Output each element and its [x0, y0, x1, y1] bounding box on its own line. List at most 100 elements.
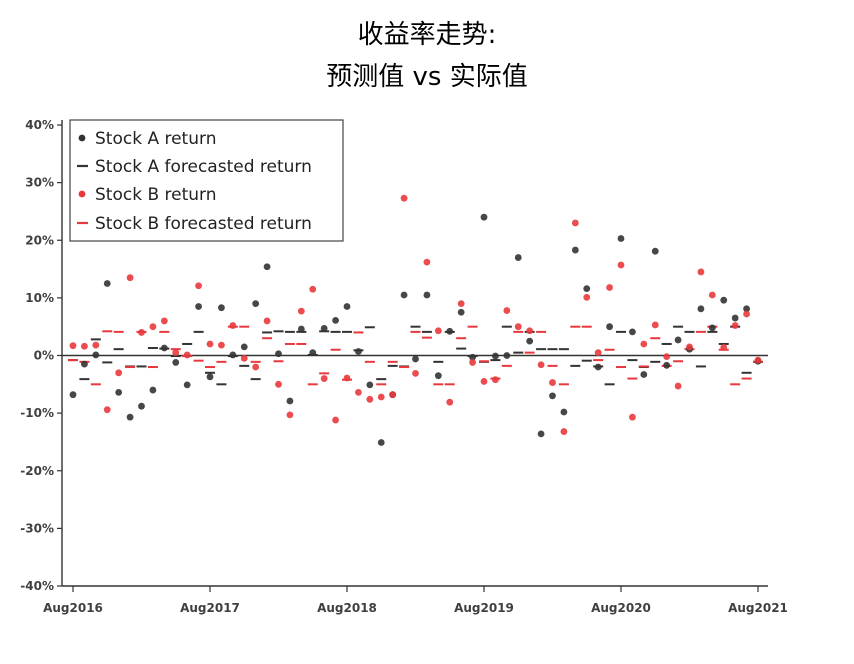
point-stock-a-return — [560, 408, 568, 416]
point-stock-b-return — [663, 353, 671, 361]
point-stock-b-return — [686, 343, 693, 351]
point-stock-a-return — [492, 352, 499, 360]
point-stock-a-return — [297, 325, 305, 333]
point-stock-a-return — [252, 300, 260, 308]
point-stock-b-return — [606, 284, 613, 291]
point-stock-a-return — [377, 439, 385, 446]
point-stock-a-return — [526, 337, 534, 345]
point-stock-a-return — [423, 291, 431, 299]
point-stock-b-return — [640, 340, 648, 348]
legend: Stock A return Stock A forecasted return… — [69, 119, 344, 242]
point-stock-b-return — [320, 375, 328, 382]
point-stock-a-return — [126, 413, 134, 421]
point-stock-a-return — [355, 348, 362, 355]
point-stock-b-return — [526, 327, 534, 335]
point-stock-a-return — [92, 351, 100, 359]
point-stock-a-return — [195, 303, 202, 310]
point-stock-b-return — [469, 359, 476, 366]
point-stock-a-return — [606, 323, 613, 331]
point-stock-a-return — [69, 391, 77, 399]
y-tick-label: 30% — [25, 176, 54, 190]
point-stock-b-return — [149, 323, 157, 331]
point-stock-a-return — [240, 343, 248, 351]
x-tick-label: Aug2019 — [454, 601, 514, 615]
point-stock-a-return — [663, 361, 671, 369]
point-stock-b-return — [69, 342, 77, 350]
point-stock-b-return — [731, 322, 739, 329]
point-stock-b-return — [697, 268, 705, 276]
point-stock-b-return — [503, 307, 511, 314]
point-stock-a-return — [594, 363, 602, 371]
point-stock-b-return — [708, 291, 716, 299]
point-stock-a-return — [537, 430, 545, 438]
point-stock-b-return — [195, 282, 202, 290]
legend-marker-stock-b-return — [78, 190, 86, 198]
series-stock-a-return — [69, 213, 762, 446]
y-tick-label: 20% — [25, 233, 54, 247]
axes: 40% 30% 20% 10% 0% -10% -20% -30% -40% Aug2016 Aug… — [20, 118, 788, 615]
point-stock-b-return — [446, 398, 454, 406]
point-stock-b-return — [309, 285, 317, 293]
point-stock-a-return — [160, 344, 168, 352]
point-stock-b-return — [617, 261, 625, 269]
point-stock-a-return — [218, 304, 225, 312]
point-stock-b-return — [720, 344, 728, 351]
point-stock-b-return — [457, 300, 465, 308]
point-stock-b-return — [514, 323, 522, 331]
point-stock-b-return — [229, 322, 237, 329]
point-stock-a-return — [651, 247, 659, 255]
point-stock-a-return — [549, 392, 556, 400]
point-stock-a-return — [434, 372, 442, 380]
point-stock-b-return — [571, 219, 579, 227]
x-tick-label: Aug2017 — [180, 601, 240, 615]
point-stock-b-return — [651, 321, 659, 329]
series-stock-b-return — [69, 194, 762, 435]
chart-title-line-1: 收益率走势: — [357, 20, 497, 50]
point-stock-b-return — [81, 342, 88, 350]
point-stock-a-return — [343, 303, 351, 310]
point-stock-b-return — [115, 369, 123, 377]
point-stock-a-return — [571, 246, 579, 254]
point-stock-b-return — [629, 413, 636, 421]
point-stock-b-return — [412, 369, 419, 377]
point-stock-b-return — [434, 327, 442, 335]
point-stock-b-return — [594, 349, 602, 357]
point-stock-b-return — [275, 380, 282, 388]
x-tick-label: Aug2018 — [317, 601, 377, 615]
point-stock-a-return — [400, 291, 408, 299]
point-stock-b-return — [286, 411, 294, 419]
legend-label-stock-a-forecast: Stock A forecasted return — [95, 157, 312, 177]
point-stock-b-return — [583, 293, 591, 301]
y-tick-label: -10% — [20, 406, 54, 420]
point-stock-a-return — [263, 263, 271, 271]
point-stock-b-return — [138, 329, 145, 336]
point-stock-a-return — [503, 352, 511, 359]
point-stock-a-return — [583, 285, 591, 293]
point-stock-a-return — [320, 325, 328, 332]
point-stock-a-return — [412, 355, 419, 363]
point-stock-a-return — [286, 397, 294, 405]
point-stock-b-return — [126, 274, 134, 282]
point-stock-a-return — [743, 305, 750, 313]
legend-label-stock-b-forecast: Stock B forecasted return — [95, 214, 312, 234]
point-stock-b-return — [92, 341, 100, 349]
x-tick-label: Aug2021 — [728, 601, 788, 615]
point-stock-a-return — [149, 386, 157, 394]
point-stock-a-return — [172, 359, 180, 366]
x-tick-label: Aug2020 — [591, 601, 651, 615]
point-stock-a-return — [617, 235, 625, 242]
point-stock-b-return — [103, 406, 111, 414]
point-stock-b-return — [332, 416, 339, 424]
point-stock-b-return — [160, 317, 168, 325]
point-stock-b-return — [263, 317, 271, 325]
point-stock-a-return — [514, 254, 522, 261]
point-stock-b-return — [183, 351, 191, 359]
legend-label-stock-b-return: Stock B return — [95, 185, 217, 205]
point-stock-a-return — [674, 336, 682, 344]
point-stock-a-return — [731, 314, 739, 322]
point-stock-a-return — [457, 308, 465, 316]
data-marks — [68, 194, 763, 446]
y-tick-label: 0% — [34, 349, 54, 363]
point-stock-b-return — [355, 388, 362, 396]
